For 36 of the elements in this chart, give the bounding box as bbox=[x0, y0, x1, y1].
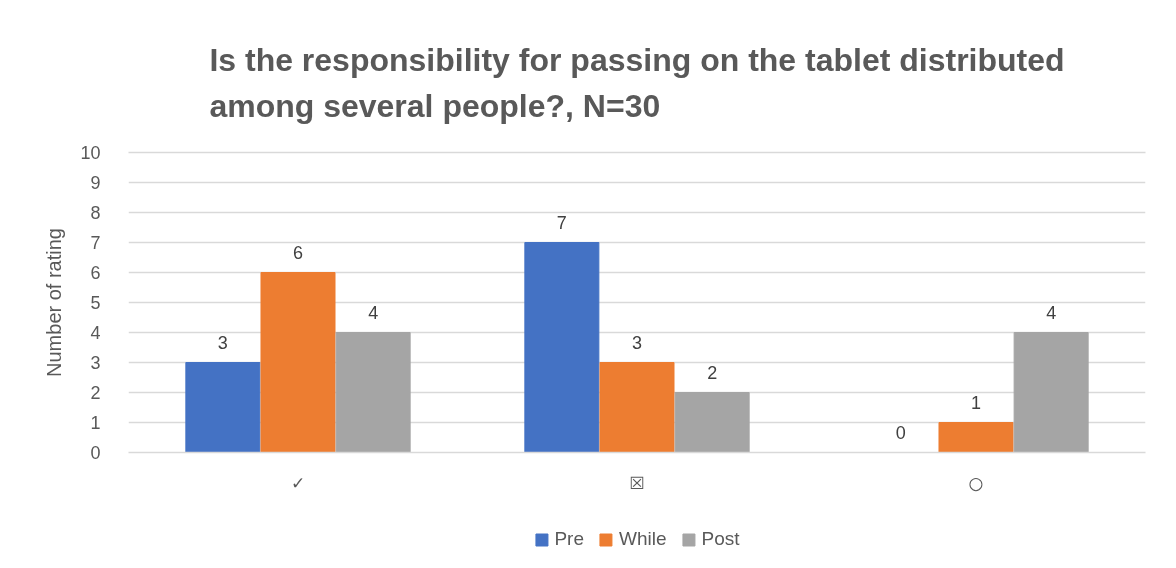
data-label: 4 bbox=[368, 302, 379, 323]
y-tick-label: 9 bbox=[90, 173, 101, 193]
y-tick-label: 1 bbox=[90, 413, 101, 433]
y-axis-title: Number of rating bbox=[43, 228, 66, 377]
data-label: 6 bbox=[292, 242, 304, 263]
data-label: 0 bbox=[895, 422, 906, 443]
bar bbox=[335, 332, 411, 453]
y-tick-label: 3 bbox=[90, 353, 101, 373]
bar bbox=[938, 422, 1014, 453]
data-label: 3 bbox=[631, 332, 643, 353]
y-tick-label: 5 bbox=[90, 293, 101, 313]
y-tick-label: 8 bbox=[90, 203, 101, 223]
y-tick-label: 6 bbox=[90, 263, 101, 283]
data-label: 4 bbox=[1046, 302, 1057, 323]
bar bbox=[674, 392, 750, 453]
legend-label: Pre bbox=[554, 528, 585, 550]
data-label: 2 bbox=[707, 362, 718, 383]
data-label: 1 bbox=[970, 392, 982, 413]
bar bbox=[524, 242, 600, 453]
x-tick-label: ✓ bbox=[290, 472, 306, 493]
y-tick-label: 2 bbox=[90, 383, 101, 403]
bar bbox=[599, 362, 675, 453]
legend-label: Post bbox=[701, 528, 740, 550]
x-tick-label: ○ bbox=[968, 472, 984, 493]
data-label: 7 bbox=[556, 212, 567, 233]
y-tick-label: 4 bbox=[90, 323, 101, 343]
bar bbox=[260, 272, 336, 453]
bar bbox=[185, 362, 261, 453]
data-label: 3 bbox=[217, 332, 228, 353]
y-tick-label: 7 bbox=[90, 233, 101, 253]
legend-label: While bbox=[619, 528, 667, 550]
y-tick-label: 0 bbox=[90, 443, 101, 463]
bar bbox=[1013, 332, 1089, 453]
chart-title: Is the responsibility for passing on the tablet distributed among several people?, N=30 bbox=[209, 41, 1065, 125]
x-tick-label: ☒ bbox=[629, 472, 645, 493]
y-tick-label: 10 bbox=[80, 143, 101, 163]
